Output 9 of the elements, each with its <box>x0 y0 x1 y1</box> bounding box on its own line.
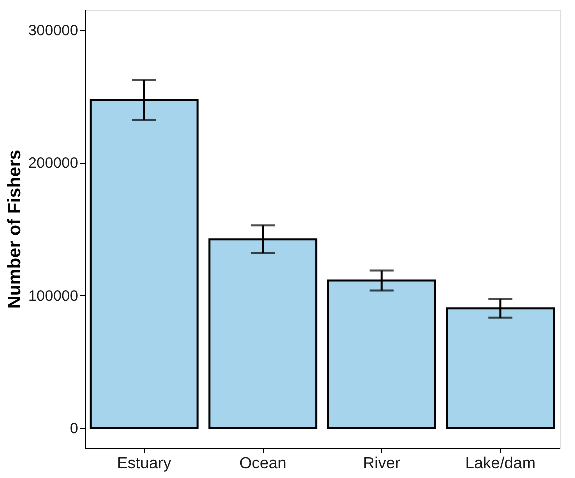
y-tick-label: 200000 <box>28 155 78 172</box>
y-tick-label: 300000 <box>28 22 78 40</box>
x-tick-label: River <box>363 456 402 472</box>
y-tick-label: 100000 <box>28 288 78 305</box>
x-tick-label: Estuary <box>117 456 172 472</box>
y-axis-title: Number of Fishers <box>4 150 24 310</box>
x-tick-label: Ocean <box>240 456 287 472</box>
y-tick-label: 0 <box>70 420 78 438</box>
x-tick-label: Lake/dam <box>465 456 536 472</box>
